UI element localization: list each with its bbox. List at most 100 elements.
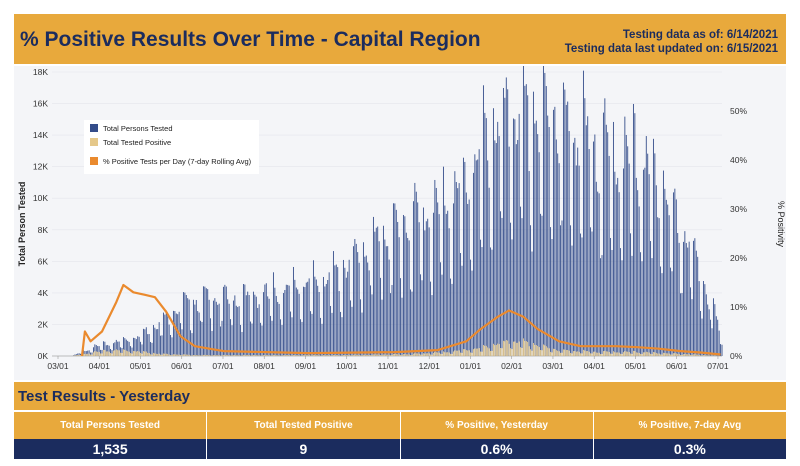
positive-bar: [507, 340, 509, 356]
positive-bar: [101, 353, 103, 356]
x-tick-label: 07/01: [212, 361, 234, 371]
tested-bar: [432, 212, 434, 356]
positive-bar: [190, 355, 192, 356]
positive-bar: [85, 353, 87, 356]
tested-bar: [677, 232, 679, 356]
tested-bar: [327, 280, 329, 356]
tested-bar: [388, 259, 390, 356]
positive-bar: [355, 354, 357, 356]
tested-bar: [400, 278, 402, 356]
positive-bar: [532, 343, 534, 356]
positive-bar: [555, 350, 557, 356]
tested-bar: [177, 314, 179, 356]
x-tick-label: 06/01: [171, 361, 193, 371]
tested-bar: [487, 160, 489, 356]
tested-bar: [498, 136, 500, 356]
positive-bar: [615, 352, 617, 356]
tested-bar: [567, 101, 569, 356]
tested-bar: [288, 285, 290, 356]
tested-bar: [562, 82, 564, 356]
tested-bar: [492, 108, 494, 356]
tested-bar: [282, 293, 284, 356]
positive-bar: [88, 353, 90, 356]
tested-bar: [125, 339, 127, 356]
tested-bar: [360, 299, 362, 356]
tested-bar: [325, 283, 327, 356]
tested-bar: [108, 345, 110, 356]
positive-bar: [384, 354, 386, 356]
tested-bar: [514, 119, 516, 356]
positive-bar: [280, 355, 282, 356]
positive-bar: [541, 350, 543, 356]
tested-bar: [348, 259, 350, 356]
tested-bar: [235, 305, 237, 356]
tested-bar: [265, 283, 267, 356]
positive-bar: [207, 354, 209, 356]
tested-bar: [451, 283, 453, 356]
tested-bar: [394, 203, 396, 356]
tested-bar: [154, 327, 156, 356]
positive-bar: [474, 348, 476, 356]
tested-bar: [160, 335, 162, 356]
tested-bar: [275, 295, 277, 356]
tested-bar: [220, 326, 222, 356]
tested-bar: [548, 127, 550, 356]
x-tick-label: 02/01: [501, 361, 523, 371]
positive-bar: [492, 343, 494, 356]
tested-bar: [72, 355, 74, 356]
tested-bar: [334, 265, 336, 356]
positive-bar: [425, 353, 427, 356]
positive-bar: [171, 355, 173, 356]
positive-bar: [262, 355, 264, 356]
positive-bar: [514, 341, 516, 356]
positive-bar: [647, 352, 649, 356]
positive-bar: [641, 354, 643, 356]
legend-box: [84, 120, 259, 174]
value-pct-yesterday: 0.6%: [401, 439, 594, 459]
tested-bar: [255, 296, 257, 356]
positive-bar: [295, 355, 297, 356]
positive-bar: [478, 348, 480, 356]
positive-bar: [181, 355, 183, 356]
positive-bar: [202, 354, 204, 356]
tested-bar: [234, 295, 236, 356]
positive-bar: [592, 351, 594, 356]
positive-bar: [448, 352, 450, 356]
positive-bar: [140, 352, 142, 356]
positive-bar: [364, 354, 366, 356]
tested-bar: [174, 311, 176, 356]
positive-bar: [707, 355, 709, 356]
positive-bar: [225, 354, 227, 356]
tested-bar: [227, 299, 229, 356]
positive-bar: [82, 353, 84, 356]
tested-bar: [715, 316, 717, 356]
positive-bar: [537, 345, 539, 356]
tested-bar: [94, 344, 96, 356]
positive-bar: [177, 354, 179, 356]
tested-bar: [657, 217, 659, 356]
positive-bar: [381, 355, 383, 356]
positive-bar: [204, 354, 206, 356]
positive-bar: [102, 349, 104, 356]
tested-bar: [384, 239, 386, 356]
positive-bar: [487, 347, 489, 356]
tested-bar: [318, 292, 320, 356]
tested-bar: [120, 347, 122, 356]
positive-bar: [388, 354, 390, 356]
positive-bar: [410, 355, 412, 356]
rate-line: [80, 283, 721, 357]
positive-bar: [712, 355, 714, 356]
positive-bar: [582, 349, 584, 356]
tested-bar: [602, 112, 604, 356]
tested-bar: [150, 341, 152, 356]
positive-bar: [417, 353, 419, 356]
positive-bar: [192, 355, 194, 356]
tested-bar: [527, 95, 529, 356]
positive-bar: [114, 350, 116, 356]
tested-bar: [550, 227, 552, 356]
positive-bar: [338, 355, 340, 356]
tested-bar: [480, 239, 482, 356]
positive-bar: [135, 351, 137, 356]
positive-bar: [634, 351, 636, 356]
positive-bar: [107, 351, 109, 356]
